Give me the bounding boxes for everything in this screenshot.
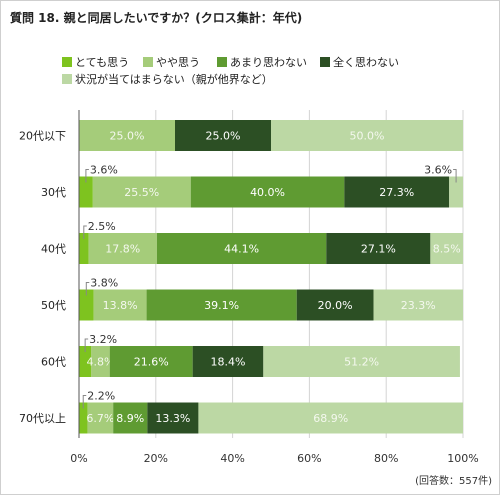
bar-segment: [263, 346, 460, 377]
chart-title: 質問 18. 親と同居したいですか？(クロス集計：年代): [10, 11, 303, 25]
data-label: 51.2%: [344, 356, 379, 369]
data-label: 50.0%: [350, 130, 385, 143]
bar-segment: [296, 289, 374, 321]
category-label: 50代: [41, 299, 66, 312]
legend-label-not-at-all: 全く思わない: [333, 56, 399, 69]
legend-swatch-somewhat: [143, 57, 153, 67]
data-label: 13.8%: [103, 299, 138, 312]
bar-segment: [449, 176, 463, 208]
callout-line: [84, 338, 89, 352]
bar-segment: [156, 233, 327, 264]
callout-label: 2.2%: [87, 390, 115, 403]
legend-item-very-much: とても思う: [62, 54, 130, 69]
bar-segment: [92, 176, 191, 208]
data-label: 68.9%: [313, 412, 348, 425]
category-label: 40代: [41, 243, 66, 256]
data-label: 18.4%: [211, 356, 246, 369]
bar-segment: [373, 289, 463, 321]
callout-label: 3.6%: [90, 164, 118, 177]
bar-segment: [79, 289, 94, 321]
x-tick-label: 40%: [220, 452, 244, 465]
bar-segment: [109, 346, 193, 377]
bar-segment: [344, 176, 450, 208]
category-label: 30代: [41, 186, 66, 199]
bar-segment: [79, 176, 93, 208]
bar-segment: [147, 402, 199, 434]
legend-label-somewhat: やや思う: [156, 56, 200, 69]
bar-segment: [79, 402, 88, 434]
data-label: 6.7%: [86, 412, 114, 425]
callout-label: 3.8%: [90, 277, 118, 290]
legend-swatch-not-much: [217, 57, 227, 67]
bar-segment: [93, 289, 147, 321]
legend-item-not-at-all: 全く思わない: [320, 54, 399, 69]
data-label: 25.0%: [110, 130, 145, 143]
callout-line: [83, 225, 87, 239]
legend-label-not-applicable: 状況が当てはまらない（親が他界など）: [75, 73, 273, 86]
legend-item-not-applicable: 状況が当てはまらない（親が他界など）: [62, 71, 273, 86]
data-label: 27.3%: [379, 186, 414, 199]
data-label: 8.5%: [433, 243, 461, 256]
category-label: 60代: [41, 356, 66, 369]
bar-segment: [430, 233, 463, 264]
bar-segment: [87, 402, 114, 434]
bar-segment: [91, 346, 110, 377]
callout-line: [453, 169, 457, 183]
legend-item-not-much: あまり思わない: [217, 54, 307, 69]
data-label: 8.9%: [116, 412, 144, 425]
callout-line: [85, 169, 89, 183]
callout-label: 3.6%: [424, 164, 452, 177]
callout-line: [85, 282, 90, 296]
bar-segment: [88, 233, 157, 264]
data-label: 44.1%: [224, 243, 259, 256]
category-label: 20代以下: [19, 130, 66, 143]
x-tick-label: 100%: [447, 452, 478, 465]
bar-segment: [271, 120, 463, 151]
data-label: 13.3%: [155, 412, 190, 425]
data-label: 17.8%: [105, 243, 140, 256]
bar-segment: [79, 120, 175, 151]
data-label: 27.1%: [361, 243, 396, 256]
callout-label: 3.2%: [89, 333, 117, 346]
x-tick-label: 20%: [144, 452, 168, 465]
bar-segment: [175, 120, 271, 151]
data-label: 23.3%: [401, 299, 436, 312]
data-label: 40.0%: [250, 186, 285, 199]
data-label: 20.0%: [318, 299, 353, 312]
category-label: 70代以上: [19, 412, 66, 425]
x-tick-label: 0%: [70, 452, 87, 465]
bar-segment: [190, 176, 345, 208]
bar-segment: [198, 402, 463, 434]
data-label: 39.1%: [204, 299, 239, 312]
bar-segment: [146, 289, 297, 321]
callout-label: 2.5%: [88, 220, 116, 233]
legend-label-not-much: あまり思わない: [230, 56, 307, 69]
legend-swatch-not-applicable: [62, 74, 72, 84]
x-tick-label: 80%: [374, 452, 398, 465]
bar-segment: [79, 233, 89, 264]
legend-label-very-much: とても思う: [75, 56, 130, 69]
data-label: 4.8%: [87, 356, 115, 369]
data-label: 25.0%: [206, 130, 241, 143]
bar-segment: [79, 346, 92, 377]
legend-swatch-not-at-all: [320, 57, 330, 67]
bar-segment: [113, 402, 148, 434]
callout-line: [82, 395, 87, 409]
bar-segment: [192, 346, 264, 377]
bar-segment: [326, 233, 431, 264]
data-label: 21.6%: [134, 356, 169, 369]
x-tick-label: 60%: [297, 452, 321, 465]
legend-swatch-very-much: [62, 57, 72, 67]
legend-item-somewhat: やや思う: [143, 54, 200, 69]
answer-count: (回答数：557件): [415, 476, 492, 487]
data-label: 25.5%: [124, 186, 159, 199]
